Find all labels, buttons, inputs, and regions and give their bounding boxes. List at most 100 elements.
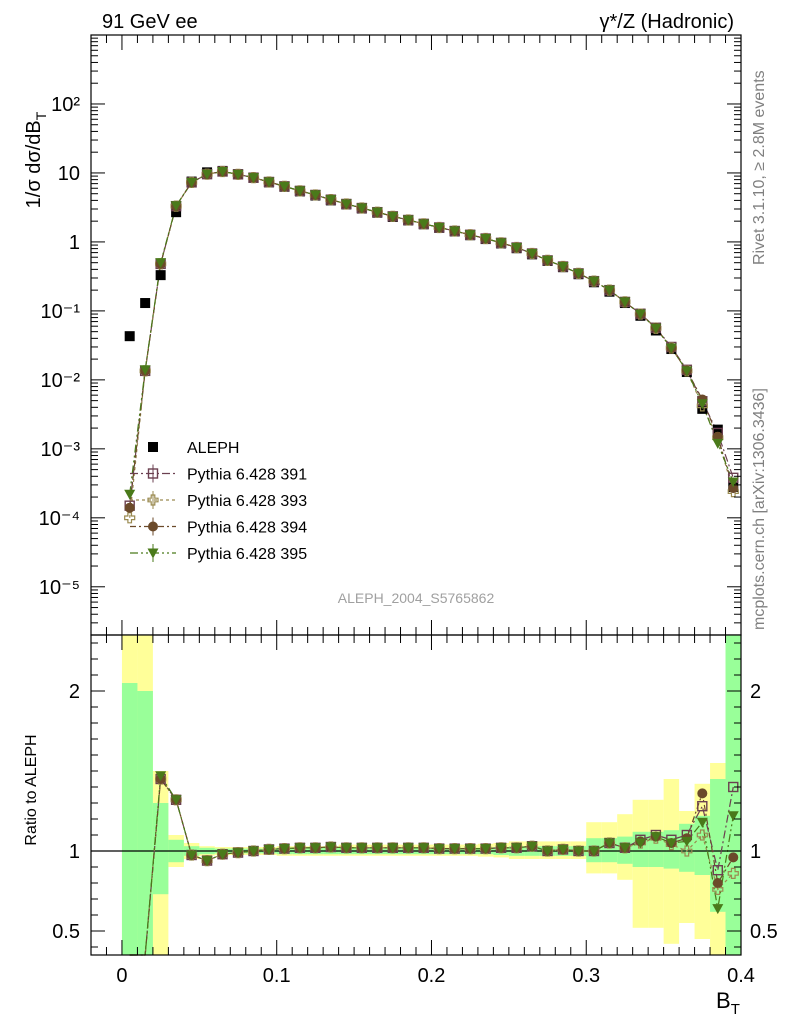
ratio-line [129, 773, 734, 956]
mc-point [402, 215, 414, 226]
ratio-point [201, 856, 213, 867]
ratio-series-lines [129, 773, 734, 956]
main-plot-panel: 10⁻⁵ 10⁻⁴ 10⁻³ 10⁻² 10⁻¹ 1 10 10² ALEPH_2004_S5… [23, 34, 742, 636]
legend-label: Pythia 6.428 393 [187, 493, 307, 510]
mc-point [232, 169, 244, 180]
x-tick-label: 0.1 [263, 965, 291, 987]
ratio-point [217, 849, 229, 860]
ratio-point [727, 867, 739, 879]
mcplots-label: mcplots.cern.ch [arXiv:1306.3436] [751, 388, 768, 630]
stat-band-bin [710, 779, 726, 912]
y-tick-label: 10⁻¹ [41, 301, 81, 323]
ratio-point [696, 829, 708, 841]
ratio-point [495, 843, 507, 854]
mc-point [124, 512, 136, 524]
y-tick-label-right: 0.5 [750, 921, 778, 943]
mc-point [588, 276, 600, 287]
ratio-x-axis: 0 0.1 0.2 0.3 0.4 [90, 635, 755, 987]
ratio-y-axis-label: Ratio to ALEPH [23, 734, 40, 845]
mc-point [449, 226, 461, 237]
ratio-point [573, 846, 584, 857]
mc-point [526, 248, 538, 259]
data-point [140, 298, 151, 309]
ratio-point [418, 843, 430, 854]
stat-band-bin [725, 635, 741, 955]
mc-point [712, 438, 724, 449]
ratio-point [371, 843, 383, 854]
mc-point [650, 323, 662, 334]
ratio-point [603, 838, 615, 849]
stat-band-bin [694, 815, 711, 875]
mc-point [309, 190, 321, 201]
ratio-point [619, 843, 631, 854]
ratio-point [697, 801, 708, 812]
y-tick-label: 2 [69, 681, 80, 703]
mc-point [433, 222, 445, 233]
ratio-point [634, 838, 646, 849]
mc-point [542, 255, 554, 266]
y-tick-label: 10⁻³ [41, 439, 81, 461]
y-tick-label: 10² [51, 94, 80, 116]
ratio-point [186, 850, 198, 861]
main-series-lines [129, 170, 734, 518]
collision-label: 91 GeV ee [102, 11, 198, 33]
ratio-point [248, 846, 259, 857]
ratio-point [170, 795, 182, 806]
ratio-point [278, 844, 290, 855]
legend-label: Pythia 6.428 391 [187, 467, 307, 484]
mc-point [201, 169, 213, 180]
ratio-point [294, 843, 306, 854]
series-line [129, 170, 734, 495]
ratio-point [402, 843, 414, 854]
mc-point [557, 262, 569, 273]
mc-point [186, 177, 198, 188]
ratio-point [588, 846, 600, 857]
ratio-point [650, 832, 662, 843]
y-tick-label: 0.5 [52, 921, 80, 943]
uncertainty-bands [121, 635, 741, 955]
ratio-series-points [155, 771, 739, 915]
legend-marker [147, 468, 159, 479]
mc-point [603, 285, 615, 296]
ratio-line [129, 777, 734, 956]
x-axis-label: BT [716, 988, 740, 1018]
mc-point [480, 234, 492, 245]
mc-point [356, 203, 368, 214]
legend-label: ALEPH [187, 440, 239, 457]
ratio-point [712, 865, 723, 876]
ratio-point [526, 841, 538, 852]
mc-point [665, 343, 677, 354]
ratio-point [697, 788, 708, 799]
legend-marker [147, 494, 159, 506]
rivet-label: Rivet 3.1.10, ≥ 2.8M events [751, 70, 768, 265]
ratio-point [232, 848, 244, 859]
ratio-point [728, 852, 739, 863]
mc-point [139, 365, 151, 376]
ratio-point [542, 846, 554, 857]
ratio-point [557, 844, 569, 855]
ratio-point [681, 836, 693, 847]
data-point [124, 331, 135, 342]
stat-band-bin [152, 803, 169, 895]
mc-point [573, 268, 584, 279]
main-series-points [124, 165, 739, 524]
ratio-point [464, 844, 476, 855]
mc-point [681, 366, 693, 377]
ratio-point [727, 811, 739, 822]
legend-marker [148, 442, 158, 452]
x-tick-label: 0.3 [572, 965, 600, 987]
mc-point [263, 177, 275, 188]
ratio-point [325, 842, 337, 853]
mc-point [278, 181, 290, 192]
mc-point [696, 399, 708, 410]
ratio-point [340, 843, 352, 854]
series-line [129, 170, 734, 508]
ratio-point [665, 838, 677, 849]
main-x-ticks [90, 35, 742, 635]
x-tick-label: 0.2 [418, 965, 446, 987]
main-frame [90, 34, 742, 636]
mc-point [170, 201, 182, 212]
main-y-axis-label-sub: T [33, 111, 49, 120]
mc-point [124, 502, 135, 513]
